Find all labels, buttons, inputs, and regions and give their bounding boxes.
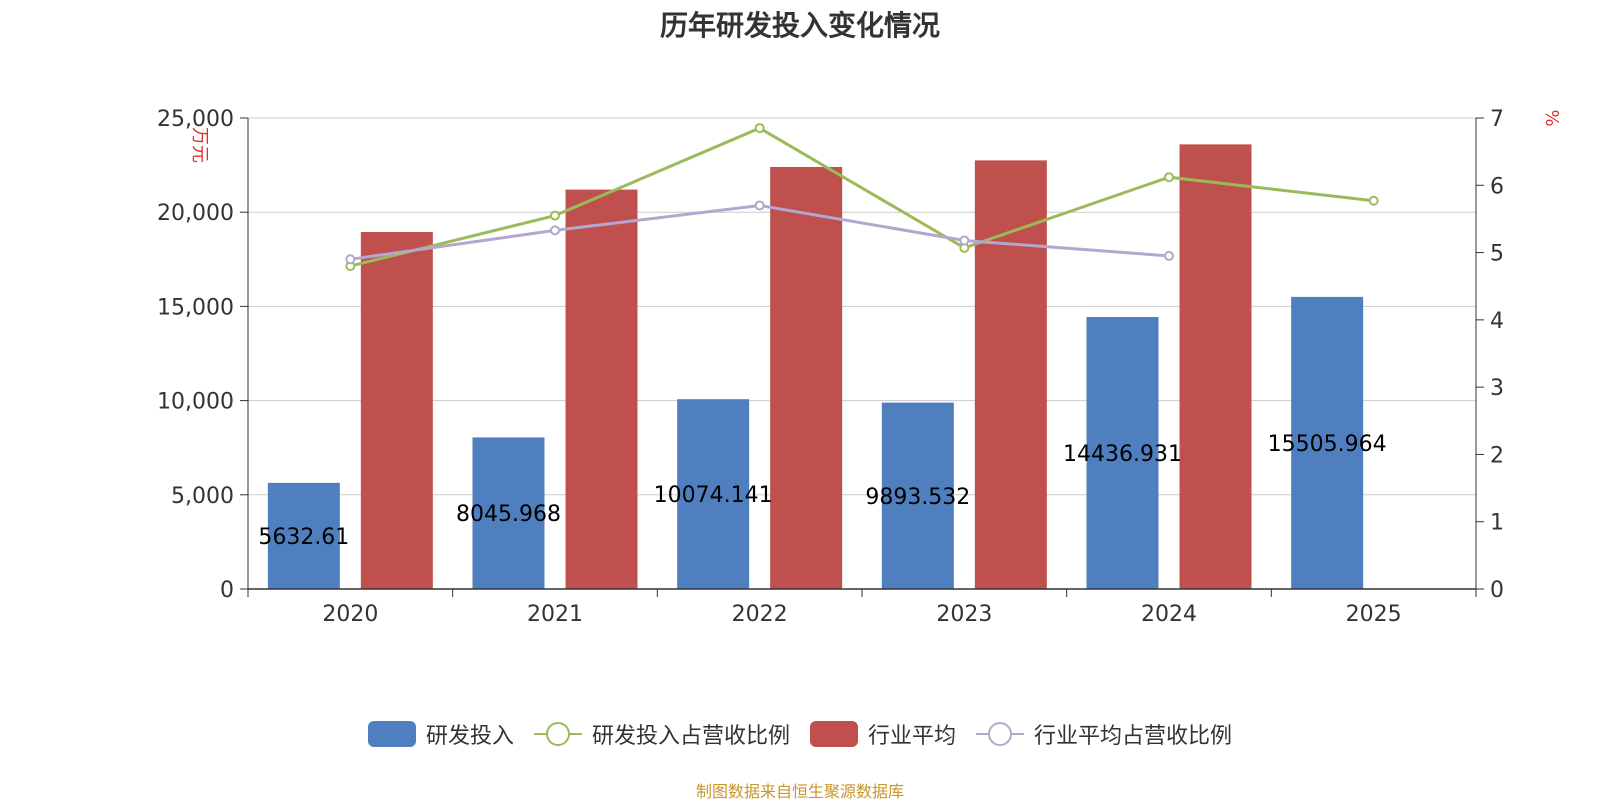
y-right-tick-label: 7: [1490, 107, 1504, 132]
bar: [267, 482, 340, 589]
chart-title: 历年研发投入变化情况: [659, 9, 940, 42]
bar: [1179, 144, 1252, 589]
bar: [472, 437, 545, 589]
line-point: [345, 254, 356, 265]
line-point: [550, 210, 560, 221]
x-tick-label: 2020: [322, 602, 378, 627]
x-tick-label: 2022: [732, 602, 788, 627]
bar-data-label: 8045.968: [456, 502, 561, 527]
y-right-axis-label: %: [1541, 109, 1562, 126]
gridlines: [248, 117, 1476, 496]
bar-data-label: 5632.61: [258, 525, 349, 550]
bar-data-label: 15505.964: [1268, 432, 1387, 457]
line-point: [550, 225, 560, 236]
legend-item-industry-ratio[interactable]: 行业平均占营收比例: [976, 718, 1232, 750]
y-left-tick-label: 20,000: [157, 201, 234, 226]
legend-label-rd: 研发投入: [425, 724, 514, 749]
x-tick-label: 2024: [1141, 602, 1197, 627]
line-point: [754, 200, 765, 211]
bar: [770, 166, 843, 589]
line-point: [1164, 172, 1174, 183]
line-point: [754, 123, 765, 134]
y-left-tick-label: 10,000: [157, 390, 234, 415]
bar-data-label: 10074.141: [654, 483, 773, 508]
y-right-tick-label: 3: [1490, 376, 1504, 401]
legend-label-industry: 行业平均: [868, 724, 957, 749]
y-right-tick-label: 0: [1490, 578, 1504, 603]
x-tick-label: 2021: [527, 602, 583, 627]
legend-swatch-industry-ratio: [976, 721, 1025, 747]
line-point: [959, 235, 970, 246]
line-point: [1164, 250, 1174, 261]
bars: [267, 144, 1364, 590]
y-right-tick-label: 1: [1490, 511, 1504, 536]
bar: [881, 402, 954, 589]
data-source: 制图数据来自恒生聚源数据库: [695, 782, 904, 801]
bar: [1291, 296, 1364, 589]
legend-label-industry-ratio: 行业平均占营收比例: [1034, 724, 1233, 749]
line-point: [1368, 195, 1379, 206]
series-line: [349, 126, 1374, 268]
y-left-tick-label: 0: [220, 578, 234, 603]
legend-label-rd-ratio: 研发投入占营收比例: [591, 724, 790, 749]
y-left-axis-label: 万元: [189, 127, 210, 163]
y-left-tick-label: 15,000: [157, 295, 234, 320]
y-right-tick-label: 4: [1490, 309, 1504, 334]
bar: [565, 189, 638, 590]
data-labels: 5632.61 8045.968 10074.141 9893.532 14436.93…: [258, 432, 1386, 550]
x-tick-label: 2025: [1346, 602, 1402, 627]
legend-swatch-rd: [367, 721, 416, 747]
bar: [677, 399, 750, 589]
bar-data-label: 9893.532: [865, 485, 970, 510]
legend-swatch-industry: [810, 721, 858, 747]
legend-item-rd-ratio[interactable]: 研发投入占营收比例: [533, 718, 790, 750]
axes: 0 5,000 10,000 15,000 20,000 25,000 0 1 2 3 4 5 6 7 万元…: [157, 107, 1562, 627]
lines: [345, 123, 1379, 272]
x-tick-label: 2023: [936, 602, 992, 627]
y-right-tick-label: 5: [1490, 242, 1504, 267]
y-left-tick-label: 25,000: [157, 107, 234, 132]
y-right-tick-label: 2: [1490, 443, 1504, 468]
legend-swatch-rd-ratio: [533, 721, 582, 747]
legend-item-industry[interactable]: 行业平均: [810, 718, 956, 750]
legend-item-rd[interactable]: 研发投入: [367, 718, 514, 750]
legend: 研发投入 研发投入占营收比例 行业平均 行业平均占营收比例: [0, 718, 1600, 750]
bar: [1086, 317, 1159, 589]
bar: [360, 231, 433, 589]
y-right-tick-label: 6: [1490, 174, 1504, 199]
bar-data-label: 14436.931: [1063, 442, 1182, 467]
y-left-tick-label: 5,000: [171, 484, 234, 509]
